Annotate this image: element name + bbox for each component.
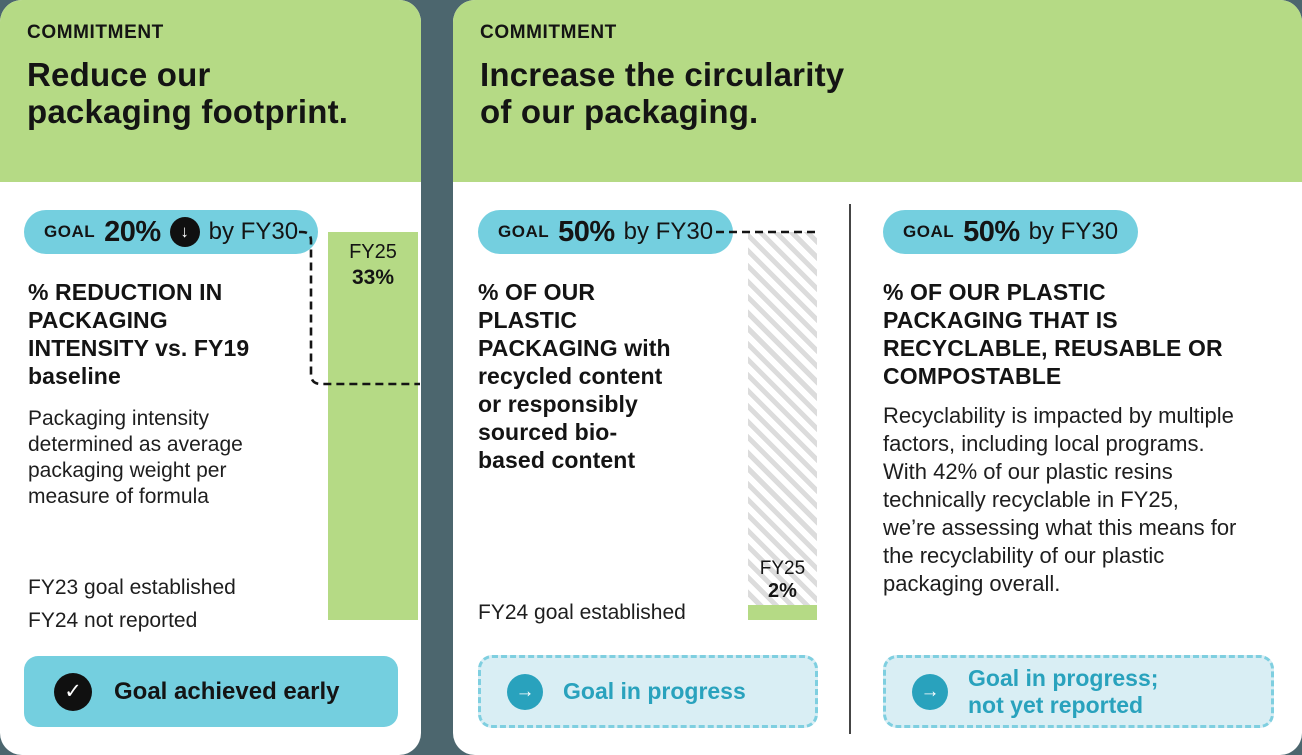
bar-value-label: 2% [768,580,797,602]
goal-deadline: by FY30 [623,218,714,245]
commitment-card-reduce-footprint: COMMITMENT Reduce our packaging footprin… [0,0,421,755]
card-header: COMMITMENT Reduce our packaging footprin… [0,0,421,182]
commitment-kicker: COMMITMENT [27,22,164,43]
arrow-down-glyph: ↓ [180,222,189,241]
status-label: Goal achieved early [114,677,340,705]
goal-deadline: by FY30 [208,218,299,245]
check-icon: ✓ [54,672,92,711]
metric-heading: % OF OUR PLASTIC PACKAGING with recycled… [478,279,671,474]
goal-remaining-hatch [748,232,817,605]
column-divider [849,204,851,734]
metric-description: Recyclability is impacted by multiple fa… [883,403,1237,596]
goal-word: GOAL [903,222,955,241]
goal-word: GOAL [498,222,550,241]
commitment-kicker: COMMITMENT [480,22,617,43]
bar-year-label: FY25 [349,241,397,263]
metric-heading: % OF OUR PLASTIC PACKAGING THAT IS RECYC… [883,279,1223,390]
commitment-card-circularity: COMMITMENT Increase the circularity of o… [453,0,1302,755]
card-title: Reduce our packaging footprint. [27,56,349,131]
check-glyph: ✓ [64,680,82,703]
bar-year-label: FY25 [759,558,806,579]
arrow-down-icon: ↓ [169,217,200,247]
status-badge-in-progress-not-reported: → Goal in progress; not yet reported [883,655,1274,728]
metric-description: Packaging intensity determined as averag… [28,407,243,509]
status-badge-achieved: ✓ Goal achieved early [24,656,398,727]
card-header: COMMITMENT Increase the circularity of o… [453,0,1302,182]
goal-word: GOAL [44,222,96,241]
goal-pill: GOAL 50% by FY30 [478,210,734,254]
goal-pill: GOAL 50% by FY30 [883,210,1139,254]
arrow-right-glyph: → [515,680,535,702]
goal-bar-2pct: FY25 2% [748,232,817,620]
history-note: FY24 goal established [478,601,686,624]
card-title: Increase the circularity of our packagin… [480,56,845,131]
progress-fill [748,605,817,620]
arrow-right-glyph: → [920,680,940,702]
progress-bar-33pct: FY25 33% [328,232,418,620]
goal-value: 50% [558,215,615,248]
bar-value-label: 33% [351,266,395,289]
goal-pill: GOAL 20% ↓ by FY30 [24,210,319,254]
status-label: Goal in progress [563,678,746,705]
status-label: Goal in progress; not yet reported [968,665,1159,718]
arrow-right-icon: → [507,673,543,710]
status-badge-in-progress: → Goal in progress [478,655,818,728]
arrow-right-icon: → [912,673,948,710]
goal-value: 50% [963,215,1020,248]
goal-value: 20% [104,215,161,248]
metric-heading: % REDUCTION IN PACKAGING INTENSITY vs. F… [28,279,250,390]
goal-deadline: by FY30 [1028,218,1119,245]
history-notes: FY23 goal established FY24 not reported [28,576,236,632]
